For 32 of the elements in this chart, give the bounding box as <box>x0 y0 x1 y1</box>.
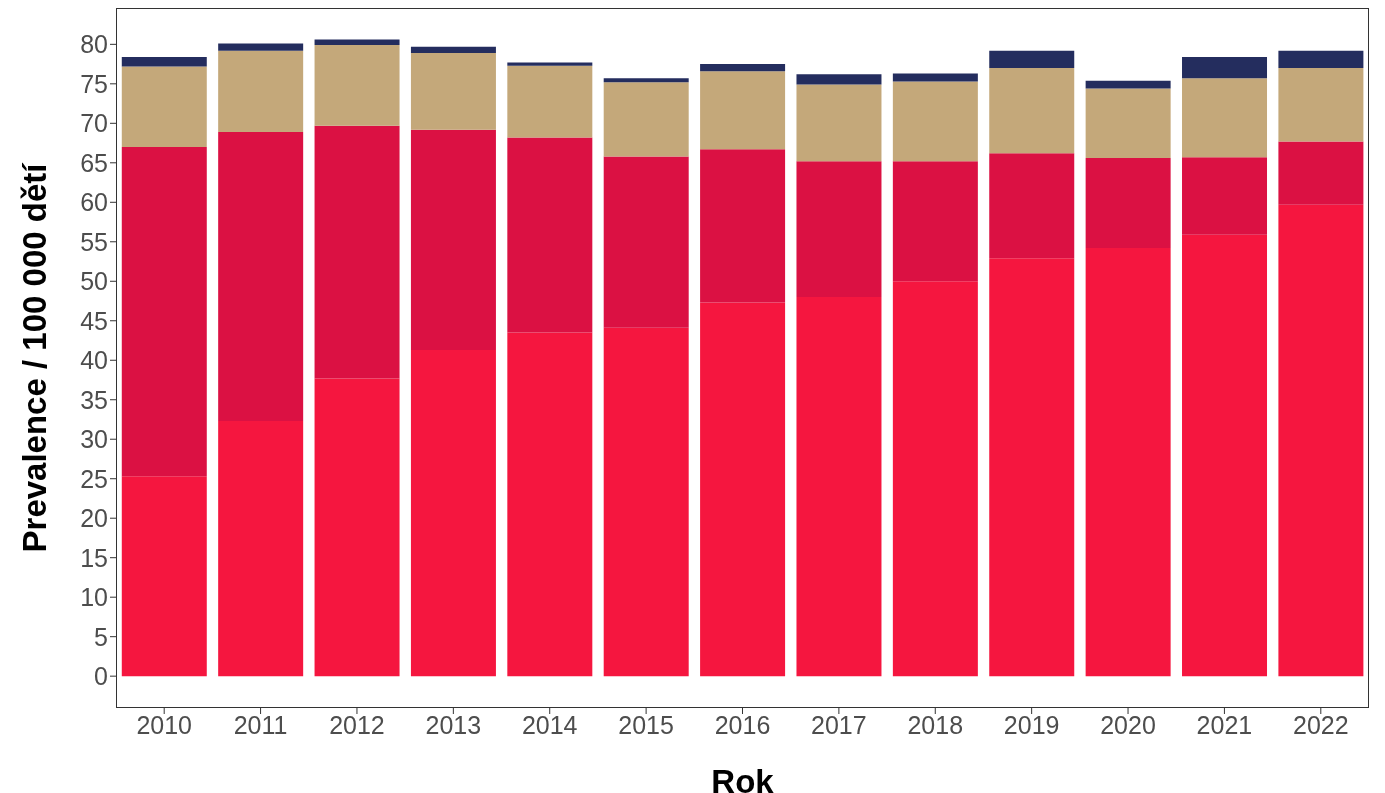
y-tick-label: 25 <box>80 464 108 493</box>
y-tick-label: 30 <box>80 425 108 454</box>
x-tick-label: 2012 <box>329 710 385 739</box>
y-axis-title: Prevalence / 100 000 dětí <box>15 161 53 553</box>
x-axis-title: Rok <box>711 763 775 793</box>
y-tick-label: 50 <box>80 267 108 296</box>
y-tick-label: 10 <box>80 583 108 612</box>
y-tick-label: 5 <box>94 622 108 651</box>
y-tick-label: 40 <box>80 346 108 375</box>
y-tick-label: 20 <box>80 504 108 533</box>
x-tick-label: 2014 <box>521 710 578 739</box>
y-tick-label: 35 <box>80 385 108 414</box>
x-tick-label: 2010 <box>136 710 192 739</box>
y-tick-label: 55 <box>80 227 108 256</box>
x-tick-label: 2011 <box>233 710 288 739</box>
x-tick-label: 2017 <box>811 710 867 739</box>
y-tick-label: 80 <box>80 30 108 59</box>
y-tick-label: 60 <box>80 188 108 217</box>
y-tick-label: 75 <box>80 69 108 98</box>
x-tick-label: 2020 <box>1100 710 1156 739</box>
x-tick-label: 2021 <box>1196 710 1253 739</box>
y-tick-label: 70 <box>80 109 108 138</box>
x-tick-label: 2018 <box>907 710 964 739</box>
x-tick-label: 2013 <box>425 710 482 739</box>
y-tick-label: 65 <box>80 148 108 177</box>
x-tick-label: 2016 <box>714 710 771 739</box>
x-tick-label: 2022 <box>1293 710 1349 739</box>
y-tick-label: 0 <box>94 662 108 691</box>
x-tick-label: 2015 <box>618 710 674 739</box>
y-tick-label: 45 <box>80 306 108 335</box>
y-tick-label: 15 <box>80 543 108 572</box>
x-tick-label: 2019 <box>1003 710 1060 739</box>
